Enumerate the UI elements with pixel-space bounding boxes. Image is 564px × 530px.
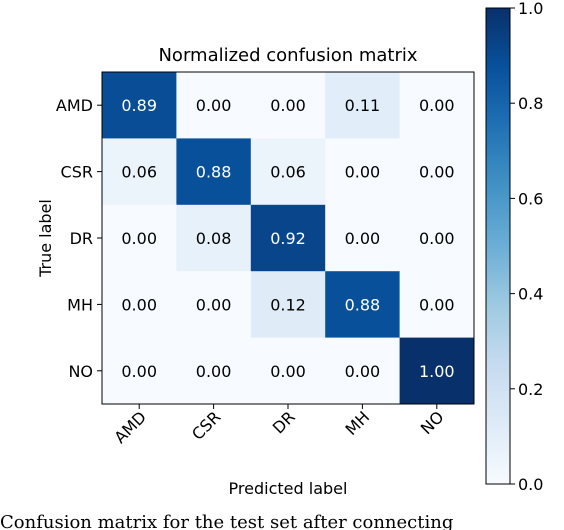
colorbar-tick-label: 0.8 [518,94,543,113]
y-tick-label: AMD [56,96,93,115]
colorbar-tick-label: 0.0 [518,475,543,494]
x-tick-label: MH [342,407,374,439]
cell-value-label: 0.11 [345,96,381,115]
cell-value-label: 0.89 [121,96,157,115]
matrix-cell [250,138,326,206]
y-tick-label: CSR [61,163,93,182]
colorbar-tick-label: 0.2 [518,380,543,399]
cell-value-label: 0.00 [345,362,381,381]
matrix-cell [176,271,252,339]
matrix-cell [325,204,401,272]
y-axis-label: True label [36,199,55,278]
x-tick-label: CSR [188,407,224,443]
cell-value-label: 0.00 [196,96,232,115]
matrix-cell [399,271,475,339]
colorbar-tick-label: 0.6 [518,189,543,208]
cell-value-label: 0.88 [345,295,381,314]
matrix-cell [250,271,326,339]
matrix-cell [399,337,475,405]
cell-value-label: 0.08 [196,229,232,248]
matrix-cell [399,72,475,139]
matrix-cell [176,72,252,139]
matrix-cell [102,204,177,272]
cell-value-label: 0.92 [270,229,306,248]
matrix-cell [176,204,252,272]
matrix-cell [250,72,326,139]
matrix-cells: 0.89 0.00 0.00 0.11 0.00 0.06 0.88 0.06 0.00 0.00… [102,72,475,405]
matrix-cell [102,271,177,339]
x-axis-label: Predicted label [229,479,348,498]
matrix-cell [325,337,401,405]
cell-value-label: 0.00 [345,229,381,248]
cell-value-label: 0.12 [270,295,306,314]
y-tick-label: NO [68,362,93,381]
matrix-cell [176,138,252,206]
matrix-cell [176,337,252,405]
matrix-cell [325,72,401,139]
confusion-matrix-chart: Normalized confusion matrix 0.89 0.00 0.00… [36,0,543,498]
colorbar-tick-label: 1.0 [518,0,543,18]
cell-value-label: 0.06 [121,163,157,182]
x-tick-label: AMD [110,407,150,447]
matrix-cell [399,138,475,206]
cell-value-label: 0.00 [196,295,232,314]
cell-value-label: 0.00 [419,295,455,314]
cell-value-label: 0.00 [121,229,157,248]
cell-value-label: 0.00 [345,163,381,182]
figure-caption: Confusion matrix for the test set after … [0,512,454,530]
cell-value-label: 0.00 [196,362,232,381]
matrix-cell [102,138,177,206]
cell-value-label: 0.88 [196,163,232,182]
colorbar-tick-label: 0.4 [518,285,543,304]
y-tick-label: DR [70,229,93,248]
cell-value-label: 1.00 [419,362,455,381]
matrix-cell [102,337,177,405]
x-tick-label: NO [417,407,448,438]
cell-value-label: 0.06 [270,163,306,182]
cell-value-label: 0.00 [121,295,157,314]
colorbar-ticks: 0.0 0.2 0.4 0.6 0.8 1.0 [510,0,543,494]
matrix-cell [250,337,326,405]
x-axis-ticks: AMD CSR DR MH NO [110,404,448,447]
colorbar [485,7,511,485]
cell-value-label: 0.00 [121,362,157,381]
matrix-cell [102,72,177,139]
matrix-cell [325,138,401,206]
cell-value-label: 0.00 [270,362,306,381]
matrix-cell [399,204,475,272]
cell-value-label: 0.00 [419,163,455,182]
matrix-cell [250,204,326,272]
x-tick-label: DR [269,407,299,437]
y-axis-ticks: AMD CSR DR MH NO [56,96,102,381]
y-tick-label: MH [67,295,93,314]
cell-value-label: 0.00 [419,96,455,115]
chart-title: Normalized confusion matrix [158,45,417,66]
cell-value-label: 0.00 [419,229,455,248]
matrix-cell [325,271,401,339]
cell-value-label: 0.00 [270,96,306,115]
